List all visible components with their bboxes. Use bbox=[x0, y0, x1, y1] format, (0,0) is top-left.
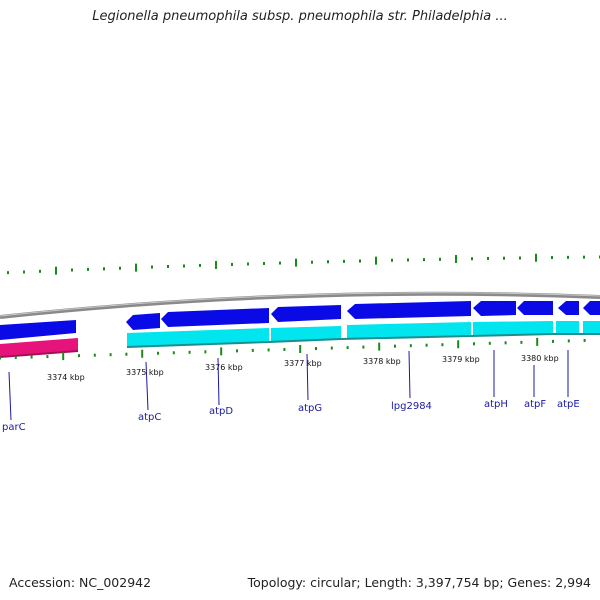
cds-block-lpg2984[interactable] bbox=[347, 301, 471, 319]
accession-label: Accession: NC_002942 bbox=[9, 575, 152, 590]
gene-label-atpC[interactable]: atpC bbox=[138, 412, 161, 423]
gene-track bbox=[126, 321, 600, 348]
gene-block-6[interactable] bbox=[583, 321, 600, 334]
scale-labels: 3374 kbp 3375 kbp 3376 kbp 3377 kbp 3378… bbox=[47, 354, 559, 382]
scale-label: 3375 kbp bbox=[126, 368, 164, 377]
map-title: Legionella pneumophila subsp. pneumophil… bbox=[92, 9, 508, 24]
cds-block-atpD[interactable] bbox=[161, 308, 269, 327]
scale-label: 3380 kbp bbox=[521, 354, 559, 363]
gc-content-track bbox=[7, 253, 600, 275]
cds-block-atpG[interactable] bbox=[271, 305, 341, 322]
scale-label: 3376 kbp bbox=[205, 363, 243, 372]
gene-label-atpD[interactable]: atpD bbox=[209, 406, 233, 417]
cds-block-atpC[interactable] bbox=[126, 313, 160, 330]
gene-leaders bbox=[8, 350, 569, 421]
cds-block-atpF[interactable] bbox=[517, 301, 553, 315]
genome-summary: Topology: circular; Length: 3,397,754 bp… bbox=[247, 575, 591, 590]
gene-label-atpH[interactable]: atpH bbox=[484, 399, 508, 410]
cds-block-atpH[interactable] bbox=[473, 301, 516, 316]
scale-label: 3374 kbp bbox=[47, 373, 85, 382]
gene-block-3[interactable] bbox=[347, 322, 471, 339]
scale-label: 3378 kbp bbox=[363, 357, 401, 366]
forward-cds-track bbox=[0, 301, 600, 340]
cds-block-parC[interactable] bbox=[0, 320, 76, 340]
gene-label-atpF[interactable]: atpF bbox=[524, 399, 546, 410]
gene-block-4[interactable] bbox=[473, 321, 553, 336]
genome-backbone-highlight bbox=[0, 292, 600, 317]
scale-ticks bbox=[0, 337, 586, 361]
genome-backbone bbox=[0, 291, 600, 319]
gene-label-lpg2984[interactable]: lpg2984 bbox=[391, 401, 432, 412]
scale-label: 3377 kbp bbox=[284, 359, 322, 368]
scale-label: 3379 kbp bbox=[442, 355, 480, 364]
gene-block-5[interactable] bbox=[556, 321, 579, 334]
reverse-cds-track bbox=[0, 338, 79, 358]
gene-label-atpG[interactable]: atpG bbox=[298, 403, 322, 414]
cds-block-atpE[interactable] bbox=[558, 301, 579, 315]
gene-block-2[interactable] bbox=[271, 326, 341, 342]
cds-block-next[interactable] bbox=[583, 301, 600, 315]
gene-label-atpE[interactable]: atpE bbox=[557, 399, 580, 410]
gene-labels: parC atpC atpD atpG lpg2984 atpH atpF at… bbox=[2, 399, 580, 433]
gene-label-parC[interactable]: parC bbox=[2, 422, 26, 433]
